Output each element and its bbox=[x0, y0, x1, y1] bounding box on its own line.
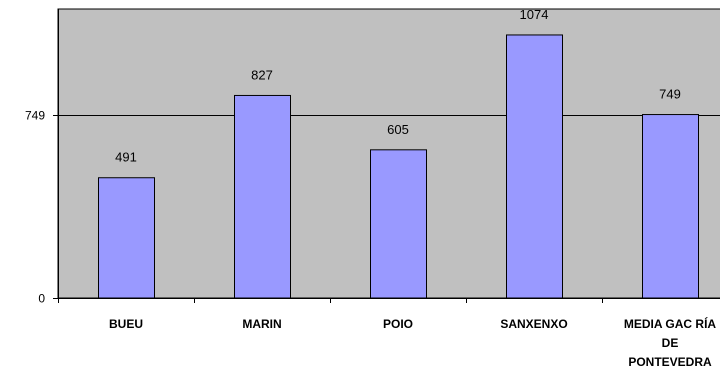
category-label-line: POIO bbox=[383, 317, 413, 331]
data-label-4: 749 bbox=[659, 87, 681, 102]
bars bbox=[98, 34, 699, 299]
data-labels: 491 827 605 1074 749 bbox=[115, 7, 681, 165]
category-label-0: BUEU bbox=[109, 317, 143, 331]
category-label-line: BUEU bbox=[109, 317, 143, 331]
category-label-line: MEDIA GAC RÍA bbox=[624, 316, 717, 331]
bar-sanxenxo bbox=[506, 34, 563, 299]
category-labels: BUEU MARIN POIO SANXENXO MEDIA GAC RÍA DE PONT… bbox=[109, 316, 716, 369]
bar-media-gac-r-a-de-pontevedra bbox=[642, 114, 699, 299]
y-tick-label-1: 749 bbox=[25, 109, 45, 123]
category-label-line: DE bbox=[662, 336, 679, 350]
data-label-0: 491 bbox=[115, 150, 137, 165]
category-label-2: POIO bbox=[383, 317, 413, 331]
axes bbox=[53, 9, 720, 303]
category-label-1: MARIN bbox=[242, 317, 281, 331]
category-label-4: MEDIA GAC RÍA DE PONTEVEDRA bbox=[624, 316, 717, 369]
y-tick-label-0: 0 bbox=[38, 292, 45, 306]
category-label-3: SANXENXO bbox=[500, 317, 567, 331]
data-label-2: 605 bbox=[387, 122, 409, 137]
category-label-line: SANXENXO bbox=[500, 317, 567, 331]
category-label-line: MARIN bbox=[242, 317, 281, 331]
data-label-3: 1074 bbox=[520, 7, 549, 22]
bar-bueu bbox=[98, 177, 155, 299]
data-label-1: 827 bbox=[251, 67, 273, 82]
y-tick-labels: 0 749 bbox=[25, 109, 45, 306]
bar-marin bbox=[234, 94, 291, 299]
bar-poio bbox=[370, 149, 427, 299]
category-label-line: PONTEVEDRA bbox=[628, 355, 712, 369]
